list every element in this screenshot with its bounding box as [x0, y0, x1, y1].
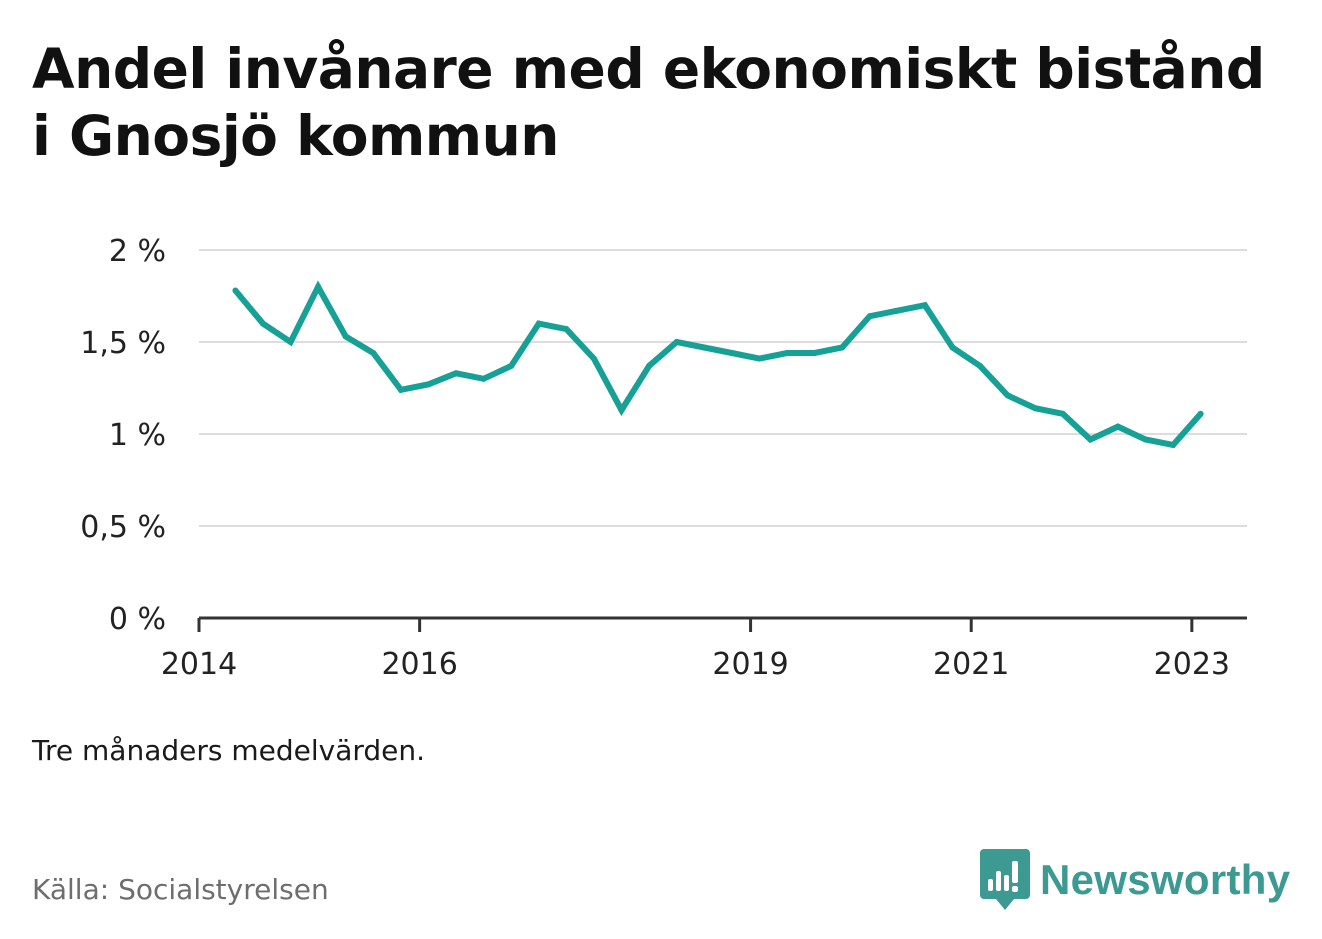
x-axis: 2014 2016 2019 2021 2023	[161, 616, 1247, 682]
data-point	[508, 362, 515, 369]
data-point	[839, 344, 846, 351]
data-point	[618, 407, 625, 414]
data-point	[728, 350, 735, 357]
y-tick-label: 0,5 %	[80, 510, 166, 545]
x-tick-label: 2014	[161, 647, 237, 682]
data-point	[232, 287, 239, 294]
data-point	[1059, 410, 1066, 417]
data-point	[1114, 423, 1121, 430]
data-point	[1142, 436, 1149, 443]
chart-note: Tre månaders medelvärden.	[32, 734, 426, 767]
data-point	[342, 333, 349, 340]
data-point	[397, 386, 404, 393]
x-tick-label: 2016	[381, 647, 457, 682]
data-point	[921, 302, 928, 309]
data-point	[977, 362, 984, 369]
data-point	[315, 283, 322, 290]
data-point	[894, 307, 901, 314]
newsworthy-logo-icon	[980, 849, 1030, 910]
brand-logo[interactable]: Newsworthy	[980, 848, 1290, 912]
data-point	[673, 339, 680, 345]
data-point	[453, 370, 460, 377]
data-point	[370, 350, 377, 357]
data-point	[646, 362, 653, 369]
x-tick-label: 2021	[933, 647, 1009, 682]
data-point	[811, 350, 818, 357]
data-point	[1004, 392, 1011, 399]
data-point	[563, 326, 570, 333]
data-point	[783, 350, 790, 357]
x-tick-label: 2019	[712, 647, 788, 682]
data-point	[590, 355, 597, 362]
chart-title: Andel invånare med ekonomiskt bistånd i …	[32, 37, 1265, 168]
data-point	[1087, 436, 1094, 443]
data-point	[949, 344, 956, 351]
data-point	[1170, 442, 1177, 449]
x-tick-label: 2023	[1154, 647, 1230, 682]
y-tick-label: 2 %	[109, 234, 166, 269]
data-point	[535, 320, 542, 327]
line-chart: 0 % 0,5 % 1 % 1,5 % 2 % 2014 2016 2019 2021 2023	[80, 234, 1247, 682]
data-point	[259, 320, 266, 327]
data-point	[1197, 410, 1204, 417]
y-tick-label: 1 %	[109, 418, 166, 453]
grid-lines	[199, 249, 1247, 527]
brand-name: Newsworthy	[1040, 856, 1291, 903]
data-point	[756, 355, 763, 362]
y-tick-label: 1,5 %	[80, 326, 166, 361]
y-axis: 0 % 0,5 % 1 % 1,5 % 2 %	[80, 234, 166, 637]
data-point	[1032, 405, 1039, 412]
source-credit: Källa: Socialstyrelsen	[32, 873, 329, 906]
data-point	[480, 375, 487, 382]
data-point	[701, 344, 708, 351]
data-point	[287, 339, 294, 345]
series-group	[232, 280, 1204, 449]
data-point	[425, 381, 432, 388]
y-tick-label: 0 %	[109, 602, 166, 637]
data-point	[866, 313, 873, 320]
series-line	[233, 280, 1203, 449]
